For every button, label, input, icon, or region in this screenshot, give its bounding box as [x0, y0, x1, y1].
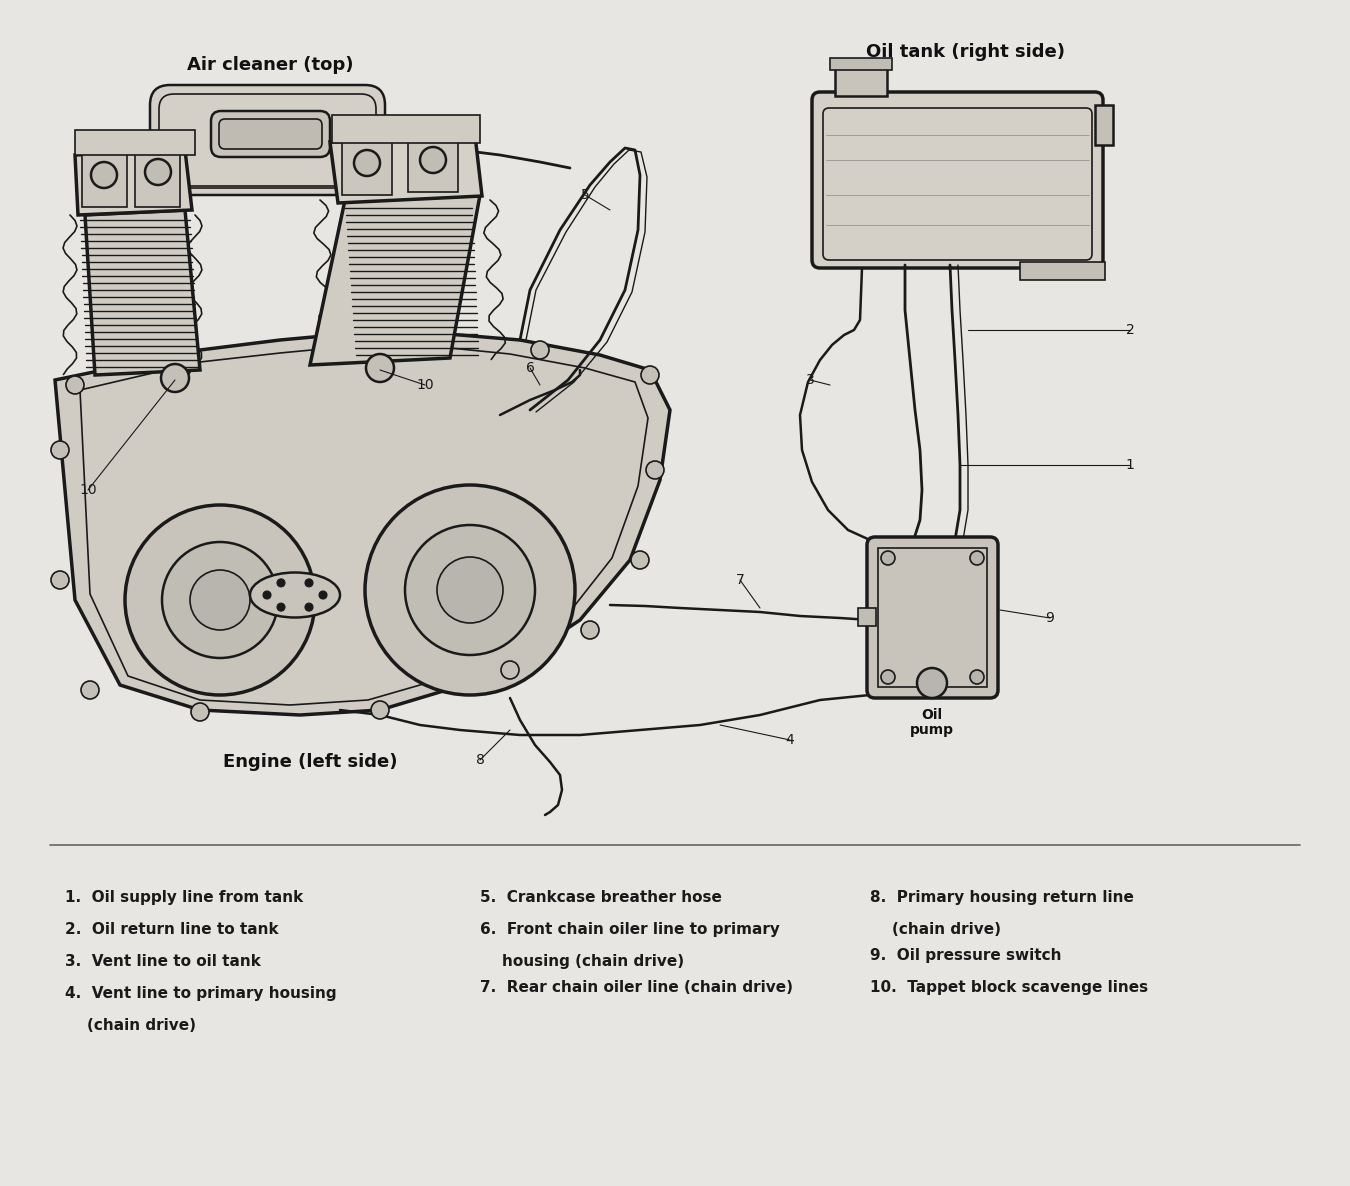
Text: Air cleaner (top): Air cleaner (top) — [186, 56, 354, 74]
Text: 5: 5 — [580, 189, 590, 202]
Text: 1: 1 — [1126, 458, 1134, 472]
Bar — [408, 138, 458, 192]
Circle shape — [161, 364, 189, 393]
Circle shape — [354, 149, 379, 176]
Circle shape — [371, 701, 389, 719]
Bar — [1021, 262, 1106, 280]
Circle shape — [364, 485, 575, 695]
Text: 5.  Crankcase breather hose: 5. Crankcase breather hose — [481, 890, 722, 905]
Circle shape — [420, 147, 446, 173]
Text: 3: 3 — [806, 374, 814, 387]
Bar — [82, 152, 127, 208]
Circle shape — [319, 591, 327, 599]
Circle shape — [277, 579, 285, 587]
Circle shape — [190, 703, 209, 721]
Circle shape — [641, 366, 659, 384]
Polygon shape — [329, 135, 482, 203]
FancyBboxPatch shape — [867, 537, 998, 699]
FancyBboxPatch shape — [150, 85, 385, 195]
Text: 3.  Vent line to oil tank: 3. Vent line to oil tank — [65, 954, 261, 969]
Text: 2: 2 — [1126, 323, 1134, 337]
Text: 10.  Tappet block scavenge lines: 10. Tappet block scavenge lines — [869, 980, 1148, 995]
Text: 8: 8 — [475, 753, 485, 767]
Polygon shape — [55, 330, 670, 715]
Circle shape — [366, 353, 394, 382]
Text: 2.  Oil return line to tank: 2. Oil return line to tank — [65, 922, 278, 937]
Circle shape — [882, 551, 895, 565]
Ellipse shape — [250, 573, 340, 618]
Circle shape — [126, 505, 315, 695]
Text: 6.  Front chain oiler line to primary: 6. Front chain oiler line to primary — [481, 922, 780, 937]
Circle shape — [531, 342, 549, 359]
Circle shape — [144, 159, 171, 185]
Circle shape — [630, 551, 649, 569]
Circle shape — [917, 668, 946, 699]
Circle shape — [305, 579, 313, 587]
Circle shape — [381, 331, 400, 349]
Circle shape — [162, 542, 278, 658]
Circle shape — [305, 604, 313, 611]
Circle shape — [437, 557, 504, 623]
Bar — [135, 152, 180, 208]
Bar — [836, 68, 887, 96]
Text: (chain drive): (chain drive) — [892, 922, 1000, 937]
Circle shape — [66, 376, 84, 394]
Text: 7: 7 — [736, 573, 744, 587]
Text: 4: 4 — [786, 733, 794, 747]
FancyBboxPatch shape — [211, 111, 329, 157]
Text: Oil tank (right side): Oil tank (right side) — [865, 43, 1065, 60]
Text: Engine (left side): Engine (left side) — [223, 753, 397, 771]
Text: 9.  Oil pressure switch: 9. Oil pressure switch — [869, 948, 1061, 963]
Bar — [342, 140, 392, 195]
Polygon shape — [310, 195, 481, 365]
Text: 10: 10 — [416, 378, 433, 393]
Text: 6: 6 — [525, 361, 535, 375]
Text: pump: pump — [910, 723, 954, 737]
Text: 1.  Oil supply line from tank: 1. Oil supply line from tank — [65, 890, 304, 905]
Circle shape — [501, 661, 518, 680]
Bar — [1095, 106, 1112, 145]
Circle shape — [277, 604, 285, 611]
Circle shape — [882, 670, 895, 684]
Circle shape — [971, 670, 984, 684]
Circle shape — [90, 162, 117, 189]
Bar — [859, 608, 876, 626]
Text: Oil: Oil — [922, 708, 942, 722]
Circle shape — [405, 525, 535, 655]
Polygon shape — [85, 210, 200, 375]
Text: 9: 9 — [1045, 611, 1054, 625]
Bar — [76, 130, 194, 155]
Bar — [332, 115, 481, 144]
Bar — [830, 58, 892, 70]
Text: 10: 10 — [80, 483, 97, 497]
Bar — [878, 548, 987, 687]
Polygon shape — [76, 149, 192, 215]
Circle shape — [971, 551, 984, 565]
Text: (chain drive): (chain drive) — [86, 1018, 196, 1033]
Circle shape — [81, 681, 99, 699]
Text: 8.  Primary housing return line: 8. Primary housing return line — [869, 890, 1134, 905]
Text: housing (chain drive): housing (chain drive) — [502, 954, 684, 969]
Text: 7.  Rear chain oiler line (chain drive): 7. Rear chain oiler line (chain drive) — [481, 980, 792, 995]
FancyBboxPatch shape — [219, 119, 323, 149]
Circle shape — [107, 356, 124, 374]
Circle shape — [51, 441, 69, 459]
Circle shape — [51, 570, 69, 589]
FancyBboxPatch shape — [811, 93, 1103, 268]
Circle shape — [647, 461, 664, 479]
Circle shape — [580, 621, 599, 639]
Circle shape — [190, 570, 250, 630]
Circle shape — [263, 591, 271, 599]
Text: 4.  Vent line to primary housing: 4. Vent line to primary housing — [65, 986, 336, 1001]
